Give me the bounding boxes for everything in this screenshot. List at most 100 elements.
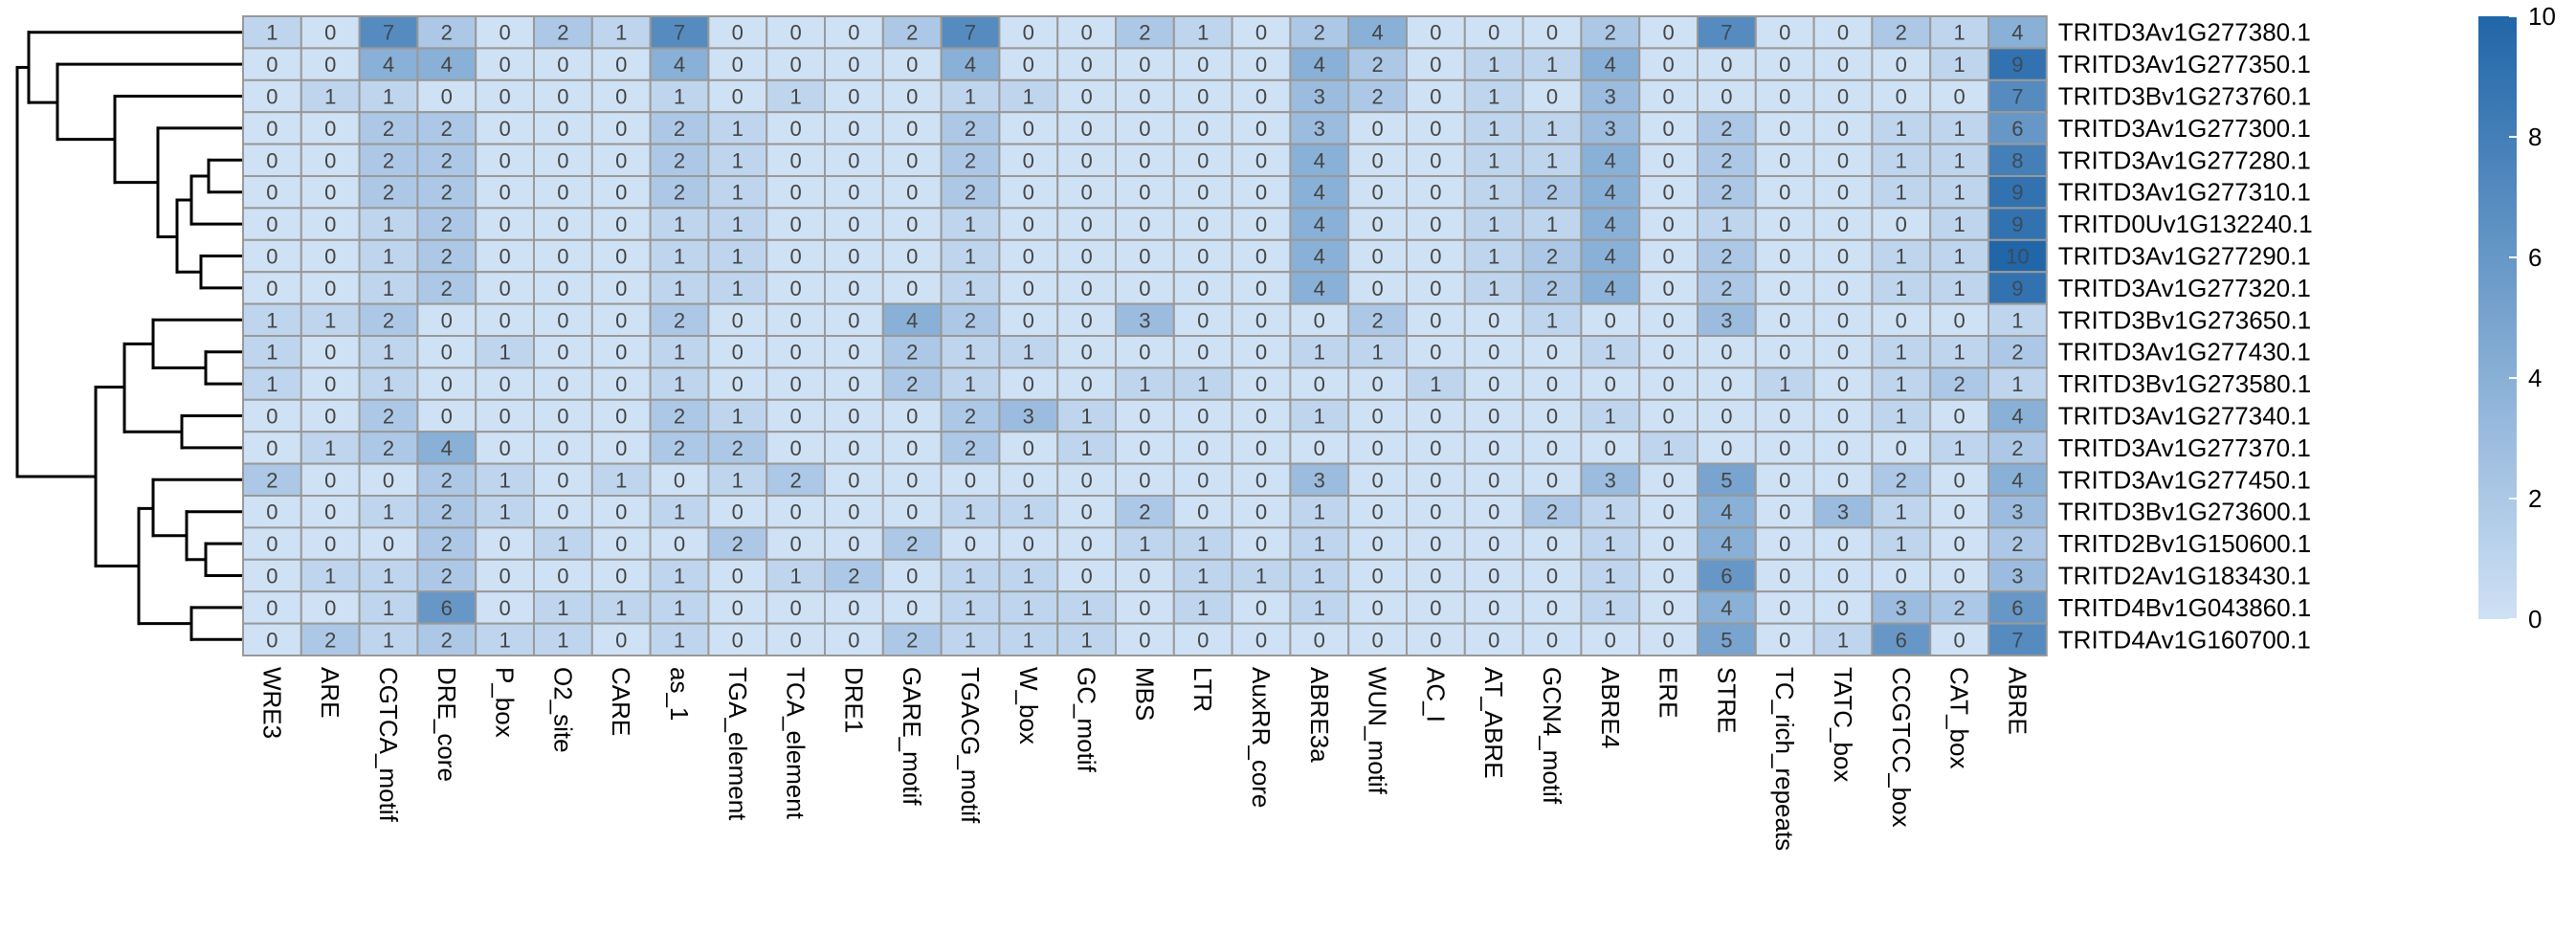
cell-value-label: 1 (1314, 565, 1325, 589)
heatmap-cell (1289, 175, 1350, 210)
cell-value-label: 0 (1662, 565, 1674, 589)
cell-value-label: 0 (1837, 341, 1849, 365)
column-label: WUN_motif (1364, 667, 1392, 795)
cell-value-label: 0 (1371, 245, 1383, 269)
cell-value-label: 0 (1837, 596, 1849, 620)
cell-value-label: 0 (615, 436, 627, 460)
cell-value-label: 0 (1023, 532, 1034, 556)
heatmap-cell (766, 47, 827, 81)
cell-value-label: 0 (324, 372, 336, 396)
heatmap-cell (1697, 78, 1757, 114)
cell-value-label: 0 (441, 372, 453, 396)
heatmap-cell (1929, 462, 1989, 498)
cell-value-label: 0 (906, 181, 918, 205)
cell-value-label: 2 (674, 117, 685, 141)
cell-value-label: 0 (1896, 565, 1907, 589)
cell-value-label: 0 (1662, 308, 1674, 332)
cell-value-label: 0 (324, 245, 336, 269)
heatmap-cell (707, 15, 768, 50)
heatmap-cell (300, 590, 361, 625)
cell-value-label: 1 (732, 468, 744, 492)
cell-value-label: 2 (1721, 181, 1732, 205)
cell-value-label: 0 (1023, 372, 1034, 396)
cell-value-label: 0 (1837, 532, 1849, 556)
cell-value-label: 0 (1197, 181, 1209, 205)
cell-value-label: 1 (1197, 565, 1209, 589)
cell-value-label: 4 (965, 53, 976, 77)
heatmap-cell (1580, 335, 1641, 369)
cell-value-label: 0 (789, 212, 801, 236)
cell-value-label: 0 (1662, 212, 1674, 236)
cell-value-label: 0 (557, 181, 568, 205)
heatmap-cell (1871, 462, 1932, 498)
cell-value-label: 6 (1896, 628, 1907, 652)
cell-value-label: 1 (1023, 565, 1034, 589)
heatmap-cell (475, 238, 536, 274)
cell-value-label: 0 (789, 53, 801, 77)
cell-value-label: 0 (1837, 181, 1849, 205)
cell-value-label: 1 (1896, 148, 1907, 172)
heatmap-cell (533, 590, 593, 625)
heatmap-cell (475, 143, 536, 178)
cell-value-label: 1 (266, 308, 278, 332)
heatmap-cell (416, 302, 477, 338)
cell-value-label: 0 (1662, 341, 1674, 365)
cell-value-label: 0 (732, 596, 744, 620)
cell-value-label: 0 (1023, 277, 1034, 300)
cell-value-label: 0 (732, 628, 744, 652)
heatmap-cell (1406, 238, 1466, 274)
cell-value-label: 0 (789, 21, 801, 45)
cell-value-label: 0 (1779, 565, 1790, 589)
cell-value-label: 2 (1314, 21, 1325, 45)
heatmap-cell (1115, 78, 1175, 114)
heatmap-cell (1697, 111, 1757, 145)
cell-value-label: 0 (1430, 405, 1441, 429)
cell-value-label: 3 (1139, 308, 1150, 332)
cell-value-label: 1 (383, 277, 394, 300)
cell-value-label: 5 (1721, 628, 1732, 652)
heatmap-cell (1871, 335, 1932, 369)
heatmap-cell (1347, 302, 1408, 338)
cell-value-label: 0 (848, 308, 859, 332)
cell-value-label: 0 (1430, 468, 1441, 492)
cell-value-label: 1 (1953, 245, 1965, 269)
cell-value-label: 1 (1896, 500, 1907, 524)
cell-value-label: 0 (499, 277, 510, 300)
cell-value-label: 1 (1546, 212, 1558, 236)
cell-value-label: 0 (1721, 372, 1732, 396)
cell-value-label: 0 (499, 245, 510, 269)
row-label: TRITD3Av1G277370.1 (2058, 433, 2311, 462)
cell-value-label: 1 (266, 341, 278, 365)
cell-value-label: 0 (1662, 372, 1674, 396)
heatmap-cell (1347, 462, 1408, 498)
cell-value-label: 2 (965, 117, 976, 141)
heatmap-cell (1289, 495, 1350, 529)
cell-value-label: 2 (965, 181, 976, 205)
heatmap-cell (1115, 431, 1175, 465)
cell-value-label: 0 (499, 85, 510, 109)
heatmap-cell (649, 78, 710, 114)
row-label: TRITD3Bv1G273600.1 (2058, 498, 2311, 526)
cell-value-label: 0 (1779, 181, 1790, 205)
cell-value-label: 2 (383, 436, 394, 460)
heatmap-cell (1231, 15, 1292, 50)
heatmap-cell (590, 47, 652, 81)
cell-value-label: 1 (674, 245, 685, 269)
cell-value-label: 0 (848, 436, 859, 460)
cell-value-label: 0 (1662, 245, 1674, 269)
cell-value-label: 1 (557, 596, 568, 620)
cell-value-label: 1 (324, 85, 336, 109)
cell-value-label: 0 (1371, 565, 1383, 589)
cell-value-label: 0 (1314, 372, 1325, 396)
heatmap-cell (766, 143, 827, 178)
cell-value-label: 0 (324, 532, 336, 556)
cell-value-label: 1 (674, 212, 685, 236)
heatmap-cell (707, 78, 768, 114)
cell-value-label: 0 (789, 436, 801, 460)
cell-value-label: 3 (2011, 500, 2023, 524)
cell-value-label: 0 (848, 181, 859, 205)
cell-value-label: 1 (1953, 277, 1965, 300)
heatmap-cell (1115, 15, 1175, 50)
cell-value-label: 1 (1080, 436, 1092, 460)
cell-value-label: 0 (441, 85, 453, 109)
